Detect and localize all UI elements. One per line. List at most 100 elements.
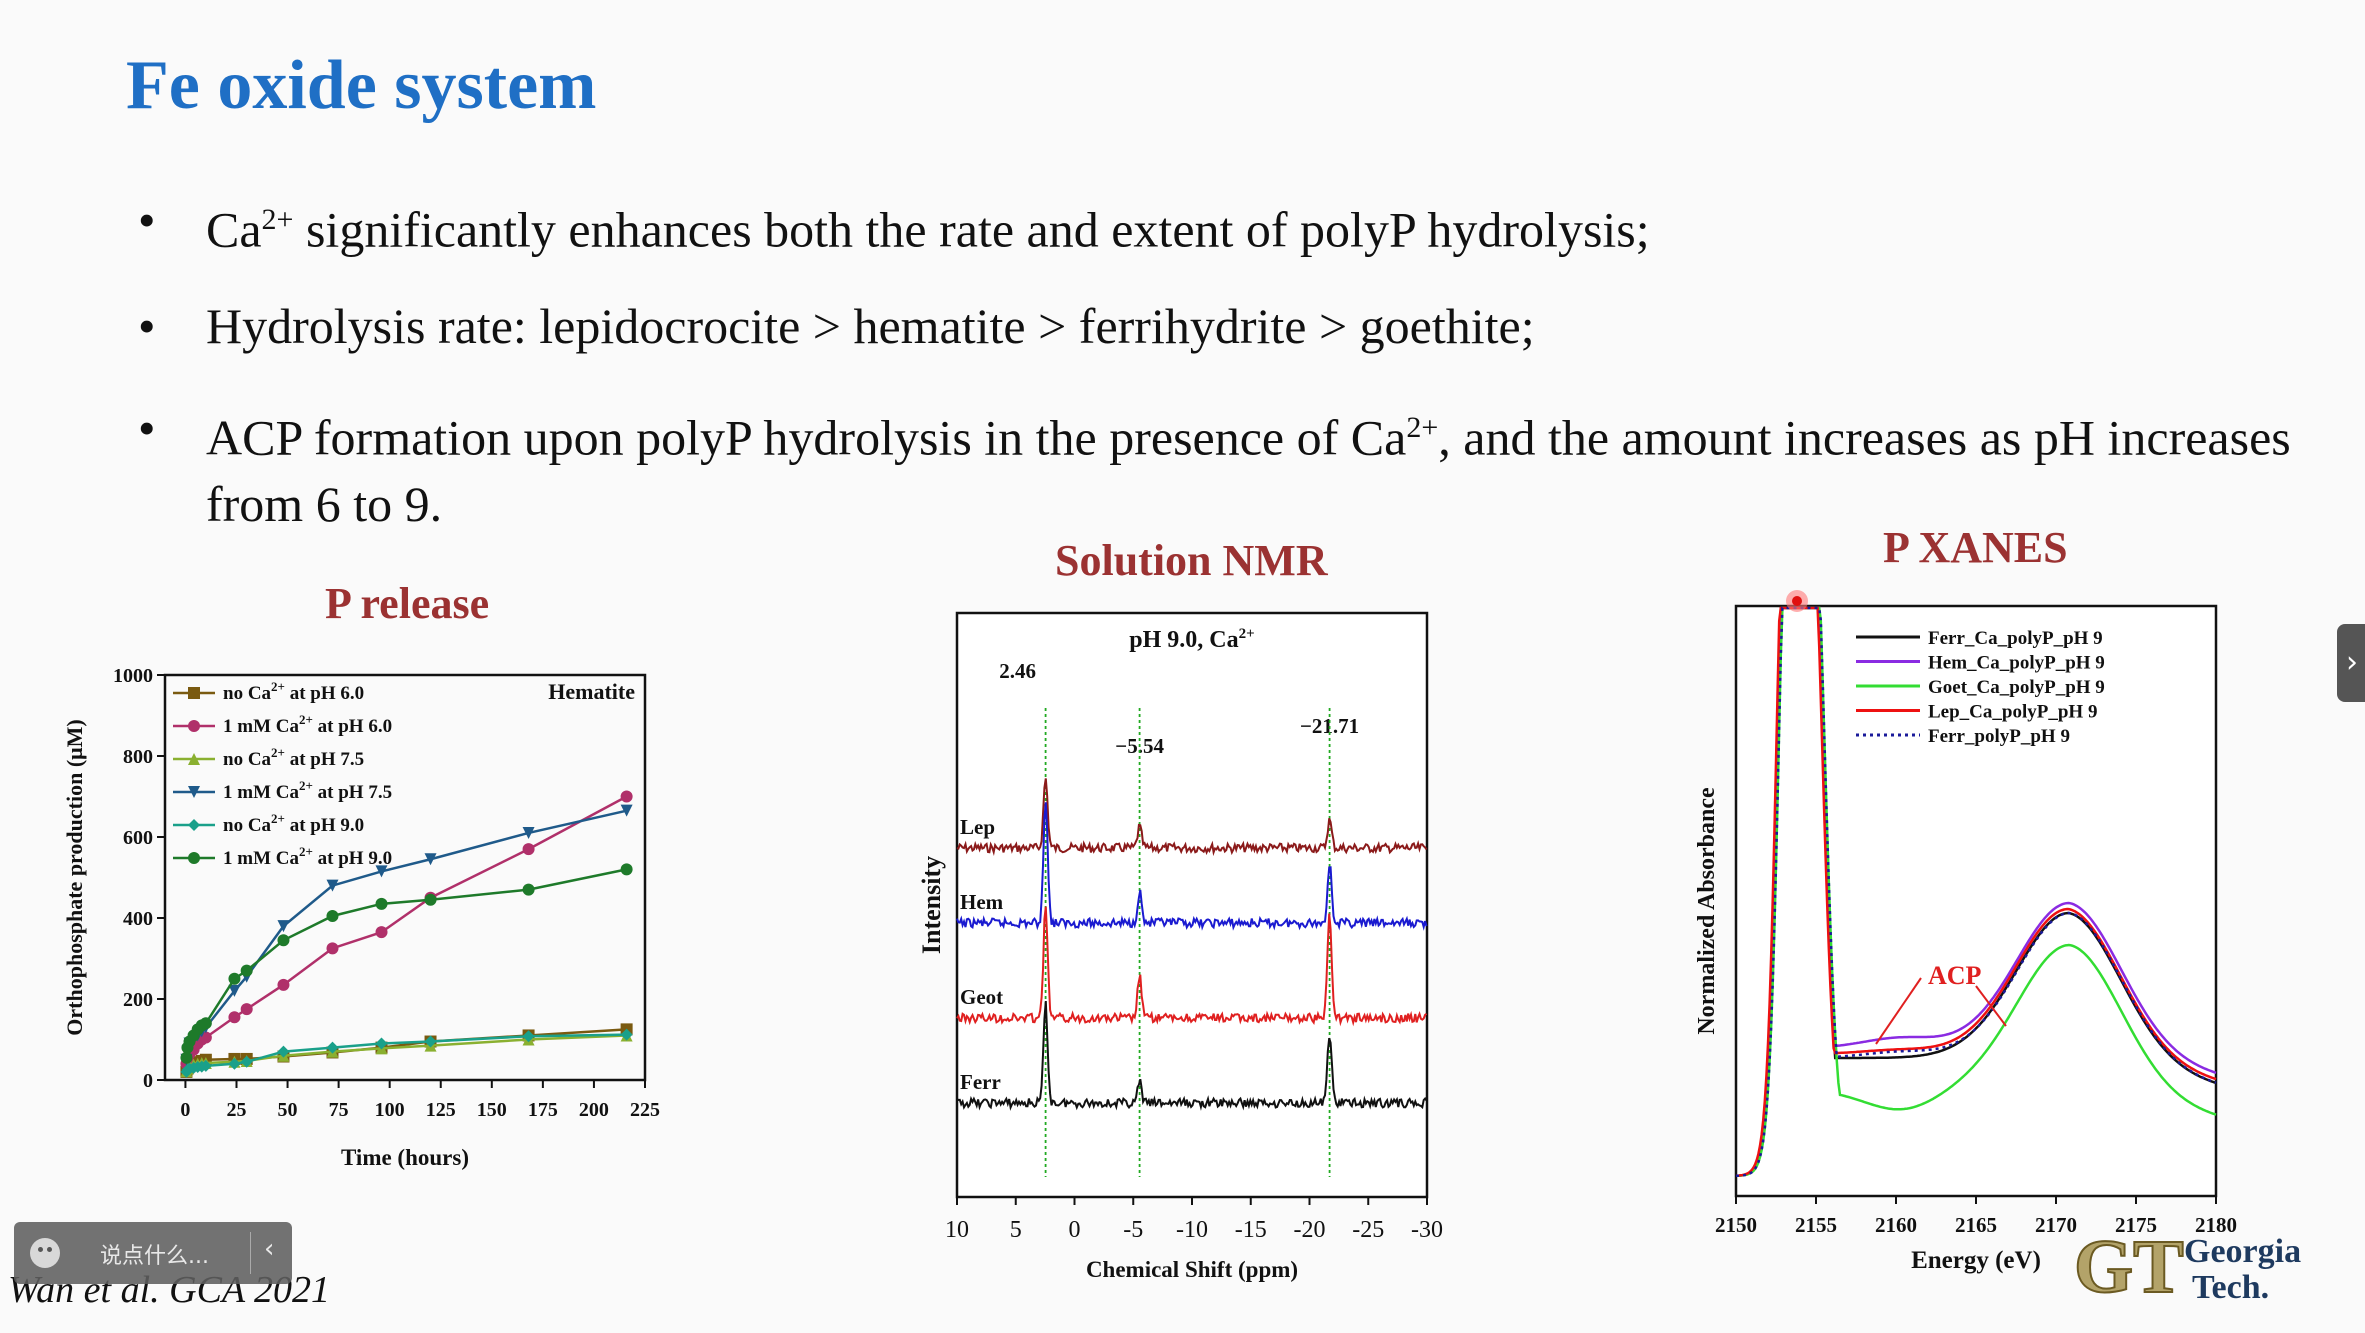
bullet-dot: •	[138, 298, 156, 354]
data-point	[277, 978, 290, 991]
chart-inner-title: pH 9.0, Ca2+	[1129, 626, 1254, 653]
nmr-title: Solution NMR	[1055, 536, 1328, 585]
side-panel-toggle[interactable]: ›	[2337, 624, 2365, 702]
data-point	[199, 1059, 212, 1072]
spectrum-label: Lep	[960, 815, 995, 839]
x-axis-label: Chemical Shift (ppm)	[1086, 1257, 1298, 1282]
bullet-dot: •	[138, 400, 156, 456]
data-point	[375, 926, 388, 939]
data-point	[228, 1011, 241, 1024]
x-axis-label: Energy (eV)	[1911, 1247, 2041, 1274]
plot-frame	[1734, 604, 2218, 1198]
svg-text:GT: GT	[2074, 1226, 2184, 1306]
data-point	[188, 720, 200, 732]
x-tick-label: 2150	[1715, 1213, 1757, 1237]
y-tick-label: 200	[123, 989, 153, 1011]
p-release-title: P release	[325, 579, 490, 628]
data-point	[326, 942, 339, 955]
gt-logo-icon: GT Georgia Tech.	[2073, 1224, 2301, 1310]
data-point	[277, 920, 290, 933]
x-tick-label: 175	[528, 1099, 558, 1121]
data-point	[326, 1041, 339, 1054]
legend-label: 1 mM Ca2+ at pH 7.5	[223, 778, 392, 803]
data-point	[228, 984, 241, 997]
x-tick-label: -25	[1352, 1217, 1384, 1243]
legend-label: no Ca2+ at pH 7.5	[223, 745, 364, 770]
data-point	[522, 1030, 535, 1043]
emoji-icon[interactable]	[30, 1238, 60, 1268]
data-point	[240, 1055, 253, 1068]
spectrum-label: Geot	[960, 985, 1003, 1009]
legend-label: no Ca2+ at pH 6.0	[223, 679, 364, 704]
y-tick-label: 1000	[113, 665, 153, 687]
series-line	[185, 868, 627, 1058]
data-point	[375, 1037, 388, 1050]
x-tick-label: -10	[1176, 1217, 1208, 1243]
data-point	[240, 1003, 253, 1016]
collapse-chevron-icon[interactable]: ‹	[264, 1234, 275, 1264]
x-tick-label: 125	[426, 1099, 456, 1121]
x-tick-label: 2165	[1955, 1213, 1997, 1237]
chat-input-box[interactable]: 说点什么... ‹	[14, 1222, 292, 1284]
plot-frame	[955, 611, 1429, 1199]
y-tick-label: 0	[143, 1070, 153, 1092]
bullet-text: ACP formation upon polyP hydrolysis in t…	[206, 409, 2291, 532]
x-tick-label: 75	[329, 1099, 349, 1121]
data-point	[180, 1051, 193, 1064]
x-tick-label: 25	[226, 1099, 246, 1121]
data-point	[620, 804, 633, 817]
x-tick-label: 10	[945, 1217, 969, 1243]
x-tick-label: 0	[180, 1099, 190, 1121]
chart-inner-title: Hematite	[548, 679, 635, 704]
data-point	[326, 909, 339, 922]
legend-label: Ferr_polyP_pH 9	[1928, 726, 2070, 747]
data-point	[240, 964, 253, 977]
xanes-title: P XANES	[1883, 523, 2068, 572]
x-tick-label: 2175	[2115, 1213, 2157, 1237]
bullet-text: Ca2+ significantly enhances both the rat…	[206, 201, 1650, 258]
legend-label: Lep_Ca_polyP_pH 9	[1928, 702, 2097, 723]
x-tick-label: 100	[375, 1099, 405, 1121]
bullet-dot: •	[138, 192, 156, 248]
y-tick-label: 400	[123, 908, 153, 930]
xanes-curve	[1736, 606, 2217, 1178]
x-tick-label: 2180	[2195, 1213, 2237, 1237]
x-tick-label: 150	[477, 1099, 507, 1121]
plot-frame	[163, 673, 647, 1082]
georgia-tech-logo: GT Georgia Tech.	[2072, 1224, 2322, 1311]
y-axis-label: Normalized Absorbance	[1694, 787, 1720, 1035]
spectrum-line	[956, 802, 1428, 931]
spectrum-label: Ferr	[960, 1070, 1001, 1094]
data-point	[522, 883, 535, 896]
data-point	[375, 897, 388, 910]
x-tick-label: 50	[278, 1099, 298, 1121]
data-point	[375, 865, 388, 878]
data-point	[620, 790, 633, 803]
data-point	[188, 852, 200, 864]
spectrum-line	[956, 778, 1428, 857]
acp-arrow-left	[1875, 977, 1922, 1045]
acp-arrow-right	[1975, 985, 2007, 1027]
x-tick-label: 225	[630, 1099, 660, 1121]
svg-text:Tech.: Tech.	[2192, 1269, 2269, 1306]
x-tick-label: -15	[1235, 1217, 1267, 1243]
xanes-chart: 2150 2155 2160 2165 2170 2175 2180 Energy (eV) N…	[1694, 590, 2237, 1274]
x-tick-label: 5	[1010, 1217, 1022, 1243]
x-tick-label: -20	[1294, 1217, 1326, 1243]
x-tick-label: 200	[579, 1099, 609, 1121]
data-point	[188, 819, 200, 831]
data-point	[228, 972, 241, 985]
data-point	[277, 934, 290, 947]
x-tick-label: -30	[1411, 1217, 1443, 1243]
data-point	[199, 1017, 212, 1030]
data-point	[424, 893, 437, 906]
data-point	[424, 1035, 437, 1048]
legend-label: 1 mM Ca2+ at pH 9.0	[223, 844, 392, 869]
bullet-text: Hydrolysis rate: lepidocrocite > hematit…	[206, 298, 1535, 354]
legend-label: 1 mM Ca2+ at pH 6.0	[223, 712, 392, 737]
x-tick-label: -5	[1123, 1217, 1143, 1243]
data-point	[522, 826, 535, 839]
svg-text:Georgia: Georgia	[2184, 1233, 2301, 1270]
x-tick-label: 2170	[2035, 1213, 2077, 1237]
pointer-dot	[1792, 596, 1802, 606]
